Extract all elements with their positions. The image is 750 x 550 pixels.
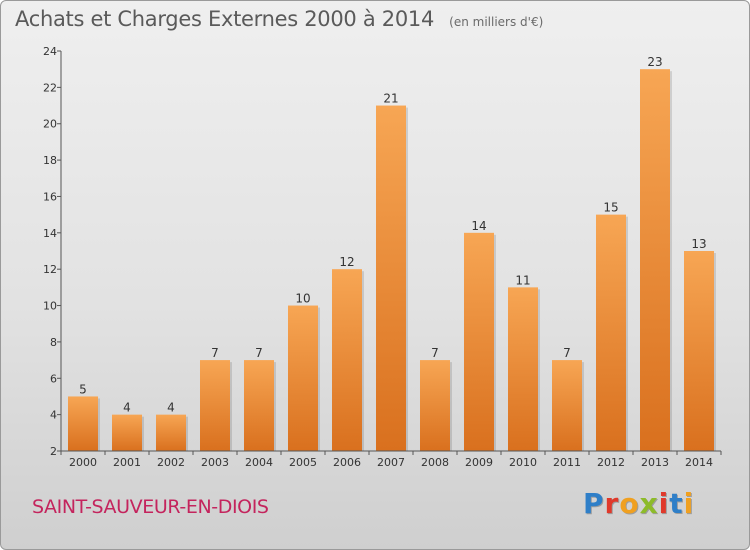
bar-2009	[464, 232, 494, 451]
y-tick-label-4: 4	[50, 409, 57, 422]
logo-letter: x	[639, 487, 659, 520]
data-label-2010: 11	[515, 273, 530, 287]
y-tick-label-22: 22	[43, 81, 57, 94]
bar-2007	[376, 105, 406, 451]
bar-2010	[508, 287, 538, 451]
data-label-2004: 7	[255, 346, 263, 360]
y-tick-label-18: 18	[43, 154, 57, 167]
x-tick-label-2006: 2006	[333, 456, 361, 469]
axes-group	[57, 50, 722, 455]
y-tick-label-14: 14	[43, 227, 57, 240]
logo-letter: i	[683, 487, 695, 520]
x-tick-label-2010: 2010	[509, 456, 537, 469]
x-tick-label-2008: 2008	[421, 456, 449, 469]
bar-2004	[244, 360, 274, 451]
logo-letter: t	[669, 487, 684, 520]
x-tick-label-2002: 2002	[157, 456, 185, 469]
bar-2012	[596, 214, 626, 451]
bar-2001	[112, 414, 142, 451]
chart-title: Achats et Charges Externes 2000 à 2014	[15, 7, 435, 31]
bar-2003	[200, 360, 230, 451]
x-tick-label-2003: 2003	[201, 456, 229, 469]
x-tick-label-2014: 2014	[685, 456, 713, 469]
x-tick-label-2013: 2013	[641, 456, 669, 469]
y-tick-label-24: 24	[43, 45, 57, 58]
data-label-2001: 4	[123, 401, 131, 415]
y-tick-label-16: 16	[43, 190, 57, 203]
data-label-2009: 14	[471, 219, 486, 233]
data-label-2005: 10	[295, 292, 310, 306]
chart-subtitle: (en milliers d'€)	[449, 15, 544, 29]
x-tick-label-2001: 2001	[113, 456, 141, 469]
bar-2000	[68, 396, 98, 451]
logo-letter: i	[658, 487, 670, 520]
bar-2005	[288, 305, 318, 451]
y-tick-label-10: 10	[43, 300, 57, 313]
logo-letter: P	[583, 487, 605, 520]
bars-group	[68, 69, 716, 451]
bar-2011	[552, 360, 582, 451]
x-tick-label-2011: 2011	[553, 456, 581, 469]
bar-2006	[332, 269, 362, 451]
data-label-2008: 7	[431, 346, 439, 360]
y-tick-label-8: 8	[50, 336, 57, 349]
y-tick-label-20: 20	[43, 118, 57, 131]
x-tick-label-2007: 2007	[377, 456, 405, 469]
data-label-2003: 7	[211, 346, 219, 360]
y-tick-label-2: 2	[50, 445, 57, 458]
title-row: Achats et Charges Externes 2000 à 2014 (…	[15, 7, 543, 31]
y-tick-label-6: 6	[50, 372, 57, 385]
data-label-2013: 23	[647, 55, 662, 69]
data-label-2006: 12	[339, 255, 354, 269]
data-label-2002: 4	[167, 401, 175, 415]
proxiti-logo: Proxiti	[583, 487, 694, 520]
logo-letter: o	[619, 487, 640, 520]
data-label-2011: 7	[563, 346, 571, 360]
x-tick-label-2000: 2000	[69, 456, 97, 469]
labels-group: 5200042001420027200372004102005122006212…	[43, 45, 713, 469]
bar-2013	[640, 69, 670, 451]
y-tick-label-12: 12	[43, 263, 57, 276]
bar-2002	[156, 414, 186, 451]
bar-2008	[420, 360, 450, 451]
logo-letter: r	[604, 487, 620, 520]
bar-2014	[684, 251, 714, 451]
x-tick-label-2005: 2005	[289, 456, 317, 469]
data-label-2000: 5	[79, 382, 87, 396]
x-tick-label-2012: 2012	[597, 456, 625, 469]
data-label-2007: 21	[383, 92, 398, 106]
data-label-2014: 13	[691, 237, 706, 251]
commune-name: SAINT-SAUVEUR-EN-DIOIS	[32, 496, 269, 518]
data-label-2012: 15	[603, 201, 618, 215]
x-tick-label-2009: 2009	[465, 456, 493, 469]
x-tick-label-2004: 2004	[245, 456, 273, 469]
